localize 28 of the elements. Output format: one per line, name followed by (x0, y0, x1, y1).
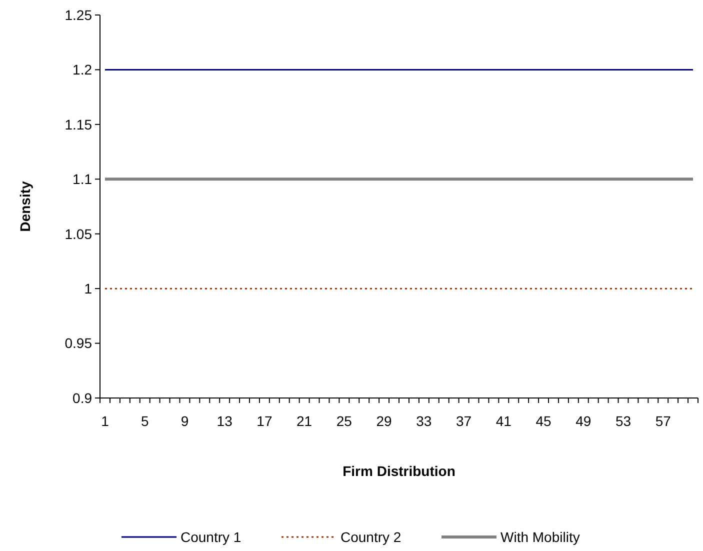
y-tick-label: 1.15 (64, 116, 92, 132)
x-tick-label: 21 (296, 413, 312, 429)
x-tick-label: 25 (336, 413, 352, 429)
x-axis-title: Firm Distribution (342, 463, 456, 479)
x-tick-label: 29 (376, 413, 392, 429)
y-tick-label: 1.1 (72, 171, 92, 188)
x-tick-label: 57 (655, 413, 672, 429)
y-axis-title: Density (17, 181, 33, 232)
x-tick-label: 37 (456, 413, 472, 429)
x-tick-label: 33 (416, 413, 432, 429)
y-tick-label: 0.9 (72, 390, 92, 406)
x-tick-label: 53 (615, 413, 632, 429)
y-tick-label: 1 (84, 280, 92, 296)
y-tick-label: 1.05 (64, 226, 92, 242)
x-tick-label: 41 (496, 413, 512, 429)
x-tick-label: 13 (216, 413, 233, 429)
x-tick-label: 45 (536, 413, 552, 429)
x-tick-label: 17 (256, 413, 272, 429)
y-tick-label: 0.95 (64, 335, 92, 352)
legend-label: Country 2 (340, 528, 402, 545)
y-tick-label: 1.25 (64, 6, 92, 23)
x-tick-label: 1 (101, 413, 110, 429)
x-tick-label: 5 (140, 413, 149, 429)
x-tick-label: 9 (180, 413, 189, 429)
x-tick-label: 49 (576, 413, 592, 429)
legend-label: With Mobility (500, 528, 580, 545)
legend-label: Country 1 (180, 528, 242, 545)
y-tick-label: 1.2 (72, 62, 92, 78)
